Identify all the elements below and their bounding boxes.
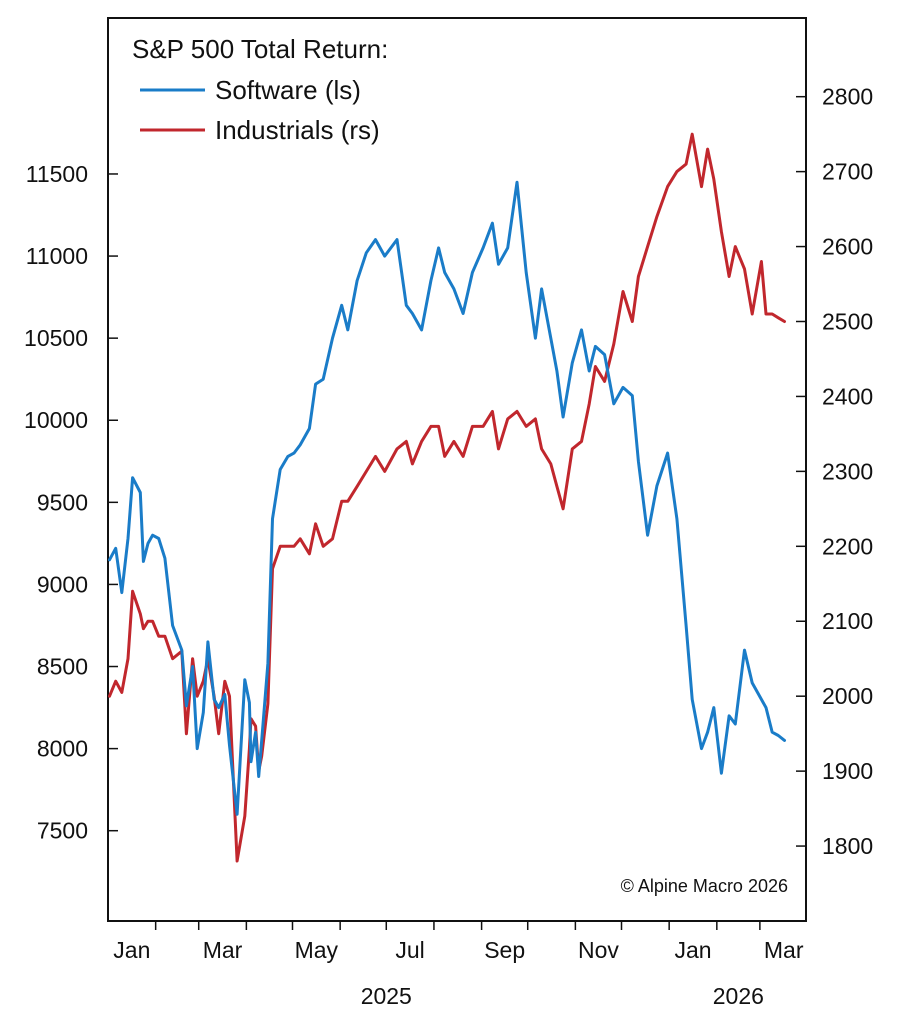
x-month-label: Sep xyxy=(484,937,525,963)
x-year-label: 2025 xyxy=(361,983,412,1009)
right-tick-label: 2000 xyxy=(822,683,873,709)
legend-label-software: Software (ls) xyxy=(215,75,361,105)
x-month-label: Jul xyxy=(395,937,424,963)
left-tick-label: 11000 xyxy=(26,243,88,269)
right-tick-label: 2700 xyxy=(822,159,873,185)
legend: S&P 500 Total Return: Software (ls) Indu… xyxy=(132,34,388,145)
left-tick-label: 8000 xyxy=(37,736,88,762)
left-tick-label: 11500 xyxy=(26,161,88,187)
x-month-label: May xyxy=(295,937,339,963)
series-line-software xyxy=(108,180,786,816)
x-year-label: 2026 xyxy=(713,983,764,1009)
x-axis: Jan Mar May Jul Sep Nov Jan Mar 2025 2026 xyxy=(113,921,804,1009)
right-tick-label: 1900 xyxy=(822,758,873,784)
right-tick-label: 2500 xyxy=(822,308,873,334)
x-month-label: Jan xyxy=(674,937,711,963)
right-tick-label: 2300 xyxy=(822,458,873,484)
right-tick-label: 1800 xyxy=(822,833,873,859)
x-month-label: Mar xyxy=(203,937,243,963)
left-axis: 7500 8000 8500 9000 9500 10000 10500 11000 11500 xyxy=(24,161,118,844)
left-tick-label: 8500 xyxy=(37,654,88,680)
left-tick-label: 10000 xyxy=(24,407,88,433)
x-month-label: Mar xyxy=(764,937,804,963)
legend-label-industrials: Industrials (rs) xyxy=(215,115,380,145)
left-tick-label: 9500 xyxy=(37,489,88,515)
credit-label: © Alpine Macro 2026 xyxy=(621,876,788,896)
left-tick-label: 9000 xyxy=(37,571,88,597)
right-tick-label: 2100 xyxy=(822,608,873,634)
right-tick-label: 2400 xyxy=(822,383,873,409)
plot-frame xyxy=(107,17,807,922)
right-tick-label: 2800 xyxy=(822,84,873,110)
series-line-industrials xyxy=(108,132,786,863)
right-axis: 1800 1900 2000 2100 2200 2300 2400 2500 2600 2700… xyxy=(796,84,873,859)
right-tick-label: 2600 xyxy=(822,234,873,260)
series-layer xyxy=(108,132,786,863)
x-month-label: Jan xyxy=(113,937,150,963)
x-month-label: Nov xyxy=(578,937,619,963)
left-tick-label: 10500 xyxy=(24,325,88,351)
legend-title: S&P 500 Total Return: xyxy=(132,34,388,64)
left-tick-label: 7500 xyxy=(37,818,88,844)
right-tick-label: 2200 xyxy=(822,533,873,559)
